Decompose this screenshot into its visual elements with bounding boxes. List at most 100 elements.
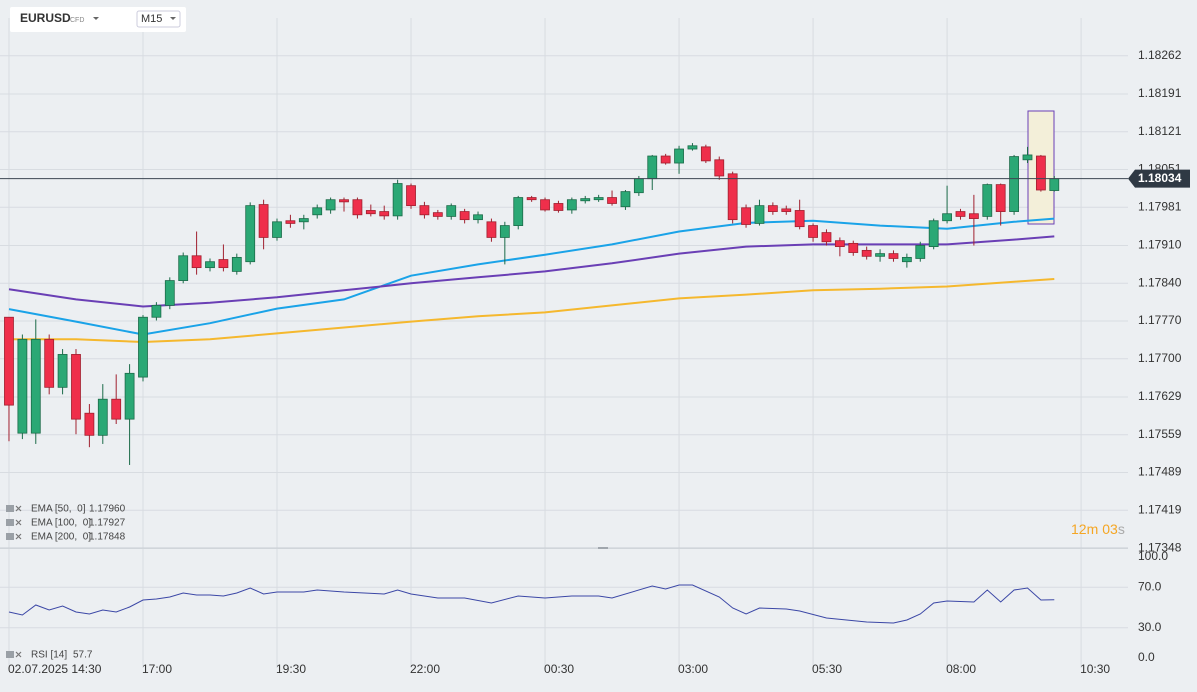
candle-body — [687, 145, 698, 150]
rsi-tick-label: 30.0 — [1138, 620, 1162, 634]
legend-close[interactable] — [15, 519, 22, 526]
candle-body — [298, 218, 309, 223]
y-tick-label: 1.17981 — [1138, 199, 1182, 213]
candle-body — [660, 155, 671, 164]
rsi-tick-label: 0.0 — [1138, 650, 1155, 664]
candle-body — [942, 213, 952, 222]
candle-body — [164, 280, 175, 306]
candle-body — [593, 197, 604, 201]
candle-body — [620, 191, 631, 208]
countdown-unit: m — [1087, 521, 1099, 537]
legend-icon[interactable] — [6, 505, 14, 512]
y-tick-label: 1.17419 — [1138, 502, 1182, 516]
candle-body — [231, 256, 242, 272]
candle-body — [861, 249, 872, 257]
candle-body — [459, 211, 470, 221]
candle-body — [151, 304, 162, 318]
candle-body — [473, 214, 483, 221]
legend-icon[interactable] — [6, 533, 14, 540]
candle-body — [446, 205, 457, 217]
candle-body — [1022, 154, 1033, 161]
y-tick-label: 1.17559 — [1138, 427, 1182, 441]
candle-body — [741, 207, 751, 225]
legend-icon[interactable] — [6, 651, 14, 658]
candle-body — [968, 213, 979, 219]
candle-body — [124, 372, 135, 420]
candle-body — [1009, 156, 1019, 212]
candle-body — [486, 221, 497, 238]
x-tick-label: 03:00 — [678, 662, 708, 676]
y-tick-label: 1.17910 — [1138, 238, 1182, 252]
timeframe-caret[interactable] — [170, 17, 176, 20]
x-tick-label: 08:00 — [946, 662, 976, 676]
legend-close[interactable] — [15, 651, 22, 658]
candle-body — [727, 173, 738, 221]
y-tick-label: 1.17629 — [1138, 389, 1182, 403]
countdown-seconds: 03 — [1102, 521, 1118, 537]
candle-body — [325, 199, 336, 211]
legend-value: 1.17960 — [89, 504, 126, 515]
candle-body — [17, 338, 28, 434]
candle-body — [794, 210, 805, 228]
rsi-legend-name: RSI [14] — [31, 650, 67, 661]
candle-body — [272, 221, 282, 238]
y-tick-label: 1.17700 — [1138, 351, 1182, 365]
candle-body — [848, 242, 859, 253]
legend-name: EMA [200, 0] — [31, 532, 91, 543]
candle-body — [808, 225, 818, 238]
countdown-unit: s — [1118, 521, 1125, 537]
candle-body — [97, 398, 108, 436]
candle-body — [767, 205, 778, 212]
candle-body — [4, 316, 14, 406]
candle-body — [44, 338, 55, 388]
y-tick-label: 1.17489 — [1138, 465, 1182, 479]
candle-body — [419, 205, 430, 216]
candle-body — [821, 232, 832, 243]
candle-body — [191, 255, 202, 269]
rsi-line — [8, 584, 1055, 624]
candle-body — [84, 412, 95, 436]
candle-body — [553, 203, 564, 211]
legend-icon[interactable] — [6, 519, 14, 526]
legend-close[interactable] — [15, 505, 22, 512]
candle-body — [205, 261, 215, 269]
last-price-tag — [1128, 169, 1190, 188]
y-tick-label: 1.17770 — [1138, 313, 1182, 327]
x-tick-label: 17:00 — [142, 662, 172, 676]
legend-value: 1.17927 — [89, 518, 126, 529]
symbol-caret[interactable] — [93, 17, 99, 20]
candle-body — [875, 253, 885, 257]
candle-body — [352, 199, 363, 216]
candle-body — [714, 159, 725, 177]
candle-body — [540, 199, 550, 211]
candle-body — [406, 185, 416, 207]
x-tick-label: 05:30 — [812, 662, 842, 676]
countdown-minutes: 12 — [1071, 521, 1087, 537]
legend-value: 1.17848 — [89, 532, 126, 543]
x-tick-label: 22:00 — [410, 662, 440, 676]
rsi-tick-label: 70.0 — [1138, 579, 1162, 593]
candle-body — [513, 197, 524, 226]
y-tick-label: 1.18262 — [1138, 48, 1182, 62]
ema-line — [8, 235, 1055, 308]
symbol[interactable]: EURUSD — [20, 11, 71, 25]
rsi-legend-value: 57.7 — [73, 650, 93, 661]
panel-handle[interactable] — [598, 547, 608, 549]
timeframe-box[interactable] — [136, 10, 181, 28]
candle-body — [218, 259, 229, 269]
candle-body — [901, 256, 912, 263]
timeframe[interactable]: M15 — [141, 13, 162, 25]
candle-body — [258, 204, 269, 238]
candle-body — [781, 208, 792, 212]
candle-body — [245, 205, 256, 263]
candle-body — [982, 184, 993, 217]
legend-close[interactable] — [15, 533, 22, 540]
y-tick-label: 1.18121 — [1138, 124, 1182, 138]
x-tick-label: 00:30 — [544, 662, 574, 676]
candle-body — [1035, 155, 1046, 191]
candle-body — [700, 146, 711, 162]
candle-body — [928, 220, 939, 248]
market: CFD — [70, 17, 84, 24]
